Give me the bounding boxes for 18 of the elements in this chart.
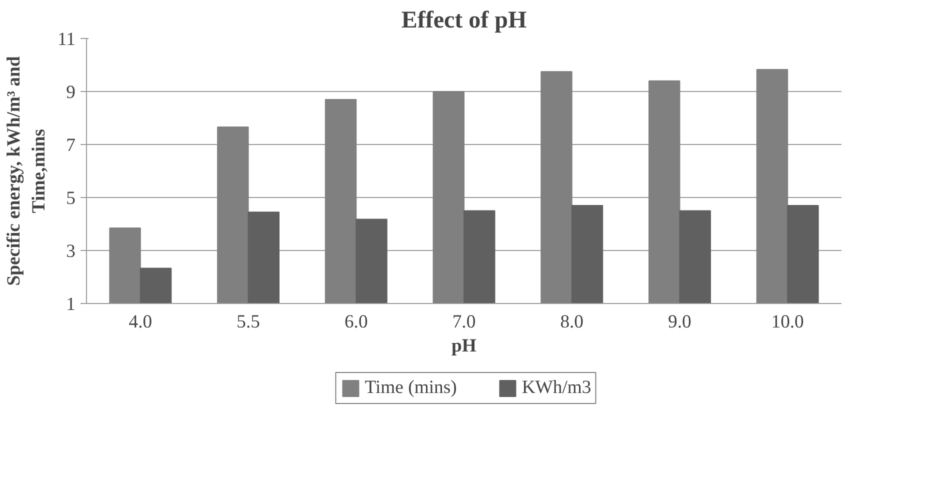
y-tick-label: 5 <box>66 188 76 209</box>
x-tick-label: 8.0 <box>560 312 584 332</box>
x-axis-title: pH <box>452 336 477 356</box>
x-tick-label: 10.0 <box>771 312 804 332</box>
x-tick-label: 7.0 <box>452 312 476 332</box>
x-tick-label: 5.5 <box>236 312 260 332</box>
x-tick-label: 4.0 <box>128 312 152 332</box>
legend-label: Time (mins) <box>364 377 457 399</box>
y-tick-label: 7 <box>66 135 76 156</box>
legend-label: KWh/m3 <box>522 377 592 399</box>
x-tick-label: 6.0 <box>344 312 368 332</box>
y-tick-label: 11 <box>58 29 76 50</box>
chart-title: Effect of pH <box>401 8 527 34</box>
x-tick-label: 9.0 <box>668 312 692 332</box>
y-axis-title: Specific energy, kWh/m³ and Time,mins <box>3 56 50 286</box>
y-tick-label: 1 <box>66 294 76 315</box>
y-tick-label: 3 <box>66 241 76 262</box>
y-tick-label: 9 <box>66 82 76 103</box>
